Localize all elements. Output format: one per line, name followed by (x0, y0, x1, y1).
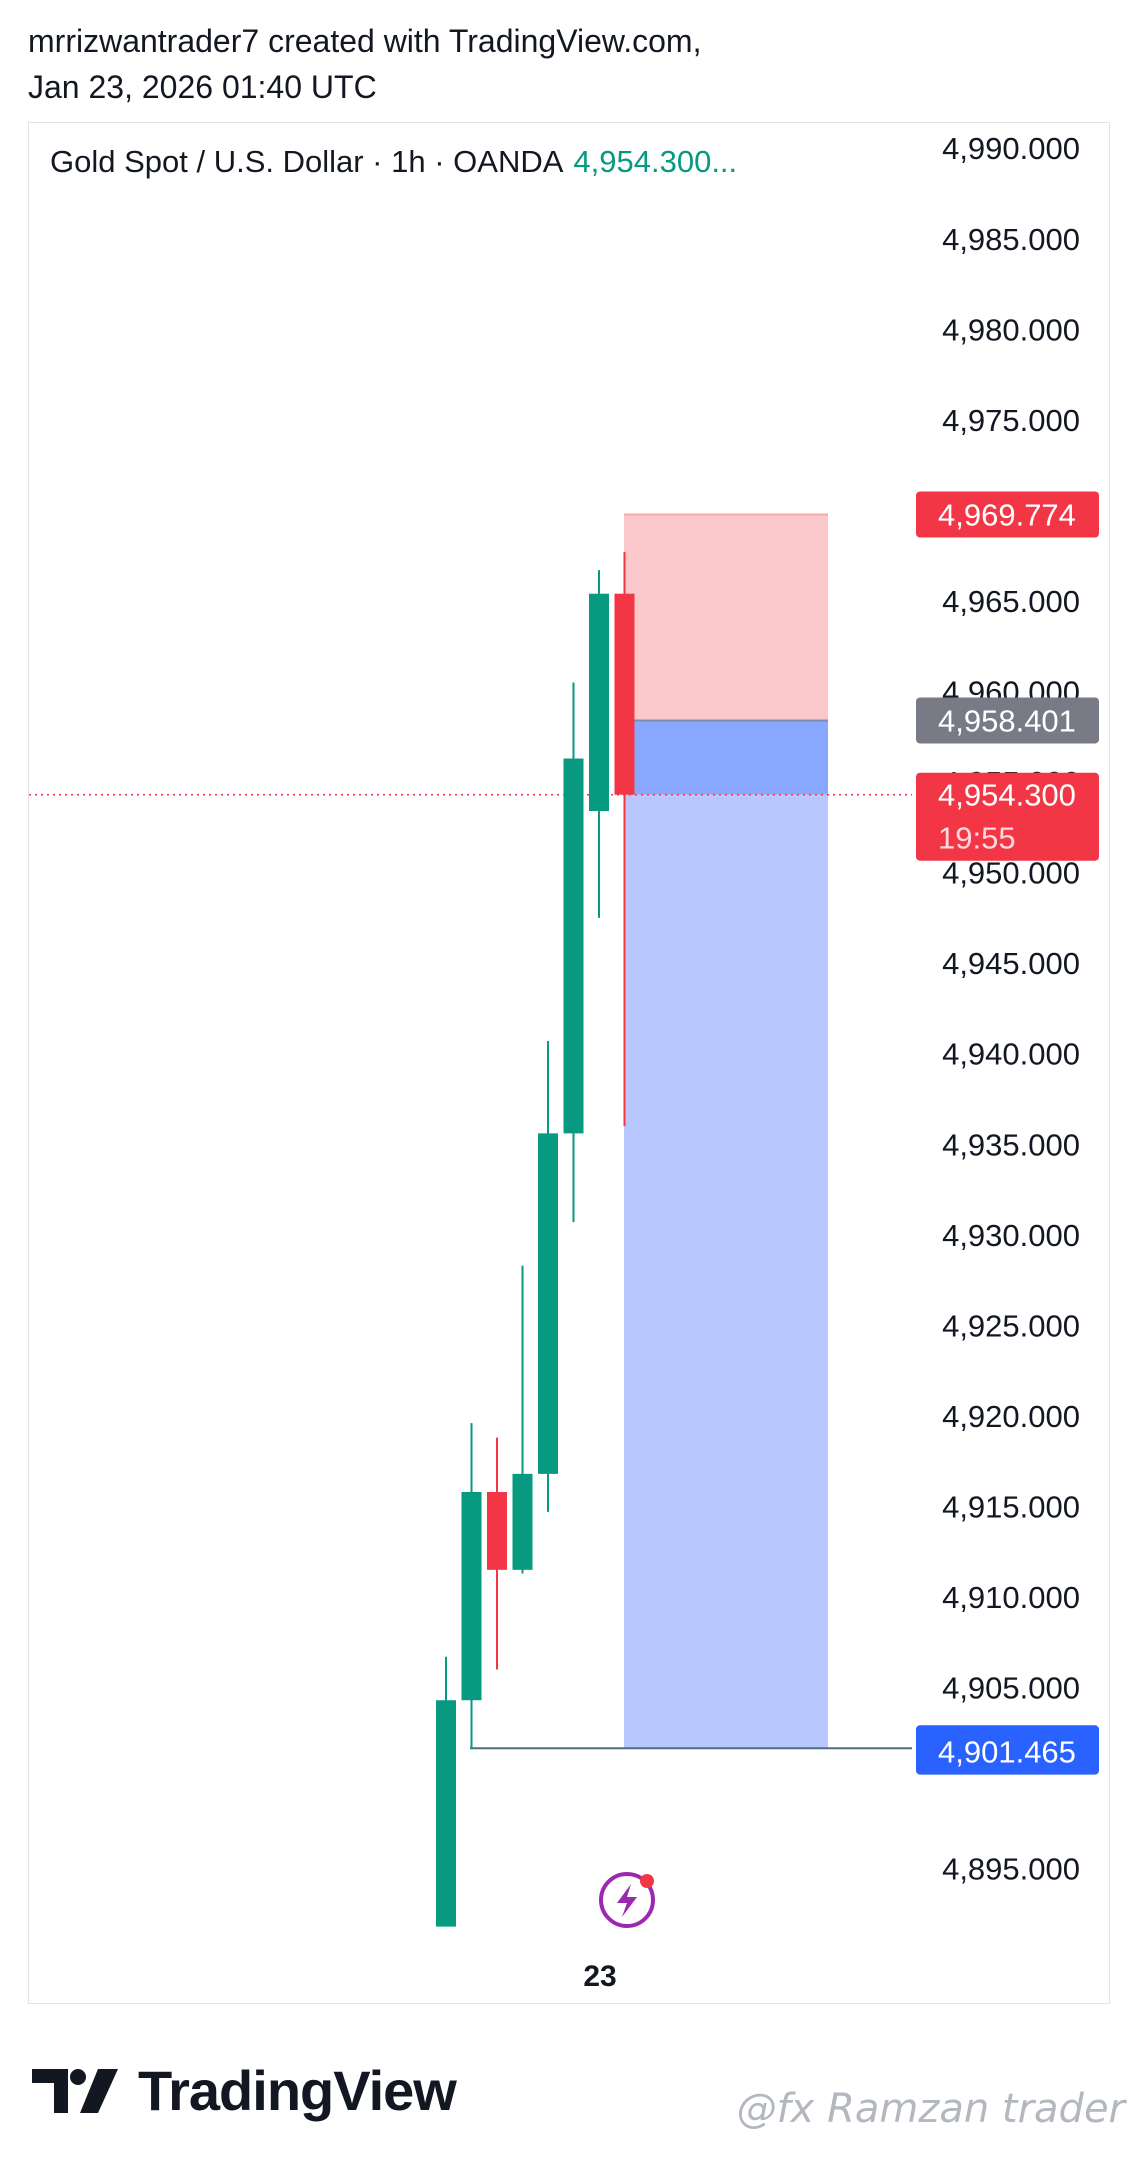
y-tick-label: 4,990.000 (942, 131, 1080, 166)
chart-frame[interactable] (28, 122, 1110, 2004)
price-label-box (916, 772, 1099, 861)
y-tick-label: 4,985.000 (942, 222, 1080, 257)
price-label-box (916, 1728, 1099, 1775)
price-label-text: 4,954.300 (938, 778, 1076, 813)
y-tick-label: 4,925.000 (942, 1308, 1080, 1343)
candle-body (538, 1133, 558, 1474)
price-label-box (916, 697, 1099, 744)
timestamp-line: Jan 23, 2026 01:40 UTC (28, 69, 377, 105)
author-line: mrrizwantrader7 created with TradingView… (28, 23, 702, 59)
tradingview-logo[interactable]: TradingView (32, 2058, 457, 2123)
price-label-text: 4,901.465 (938, 1735, 1076, 1770)
y-tick-label: 4,920.000 (942, 1399, 1080, 1434)
stop-loss-zone (624, 514, 828, 721)
countdown-text: 19:55 (938, 821, 1016, 856)
y-tick-label: 4,910.000 (942, 1580, 1080, 1615)
price-label-text: 4,969.774 (938, 497, 1076, 532)
y-tick-label: 4,950.000 (942, 856, 1080, 891)
candle-body (512, 1473, 533, 1570)
y-tick-label: 4,975.000 (942, 403, 1080, 438)
candle-body (436, 1700, 456, 1927)
candle-body (614, 593, 635, 795)
chart-header: mrrizwantrader7 created with TradingView… (28, 18, 701, 110)
symbol-legend[interactable]: Gold Spot / U.S. Dollar · 1h · OANDA 4,95… (50, 142, 737, 182)
watermark-text: @fx Ramzan trader (736, 2086, 1125, 2132)
symbol-title: Gold Spot / U.S. Dollar · 1h · OANDA (50, 144, 564, 179)
price-label-text: 4,958.401 (938, 703, 1076, 738)
legend-price: 4,954.300... (573, 144, 738, 179)
x-tick-label: 23 (583, 1960, 616, 1993)
y-tick-label: 4,905.000 (942, 1671, 1080, 1706)
target-zone (624, 794, 828, 1749)
candle-body (563, 758, 584, 1134)
watermark: @fx Ramzan trader (737, 2086, 1125, 2132)
candle-body (461, 1491, 482, 1701)
tradingview-logo-icon (32, 2068, 118, 2113)
tradingview-wordmark: TradingView (138, 2059, 457, 2122)
y-tick-label: 4,945.000 (942, 946, 1080, 981)
y-tick-label: 4,965.000 (942, 584, 1080, 619)
y-tick-label: 4,940.000 (942, 1037, 1080, 1072)
candle-body (487, 1491, 507, 1570)
y-tick-label: 4,895.000 (942, 1852, 1080, 1887)
y-tick-label: 4,930.000 (942, 1218, 1080, 1253)
candle-body (589, 593, 609, 812)
lightning-event-icon[interactable] (599, 1872, 655, 1928)
price-label-box (916, 491, 1099, 538)
y-tick-label: 4,935.000 (942, 1127, 1080, 1162)
y-tick-label: 4,980.000 (942, 312, 1080, 347)
y-tick-label: 4,915.000 (942, 1489, 1080, 1524)
entry-zone (624, 720, 828, 795)
